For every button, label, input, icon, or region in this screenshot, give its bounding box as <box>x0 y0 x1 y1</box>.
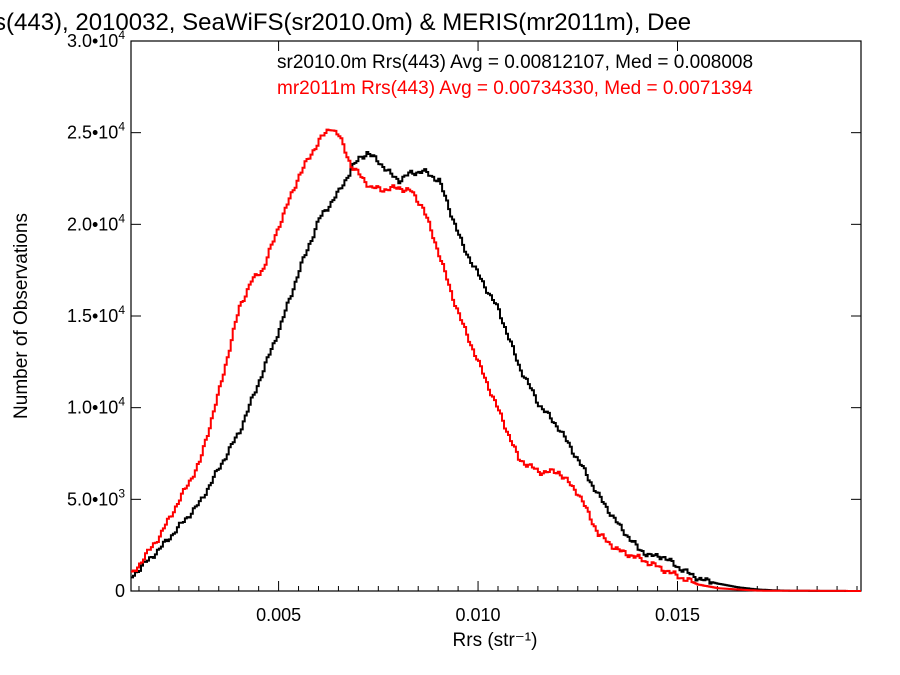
y-tick-label: 1.5•104 <box>67 303 125 326</box>
series-layer <box>131 128 861 592</box>
axis-ticks: 0.005 0.010 0.015 0 5.0•103 1.0•104 1.5•104 2.0… <box>67 28 861 625</box>
legend-entry-sr2010: sr2010.0m Rrs(443) Avg = 0.00812107, Med… <box>277 52 753 73</box>
y-tick-label: 1.0•104 <box>67 395 125 418</box>
y-tick-label: 2.5•104 <box>67 120 125 143</box>
x-axis-label: Rrs (str⁻¹) <box>453 630 538 651</box>
chart-title: s(443), 2010032, SeaWiFS(sr2010.0m) & ME… <box>0 9 691 36</box>
x-axis-label-text: Rrs (str⁻¹) <box>453 630 538 651</box>
plot-area-frame <box>130 40 862 592</box>
x-tick-label: 0.010 <box>456 605 501 625</box>
y-tick-label: 3.0•104 <box>67 28 125 51</box>
x-tick-label: 0.015 <box>655 605 700 625</box>
y-axis-label: Number of Observations <box>11 213 32 419</box>
series-line-1 <box>131 128 861 592</box>
y-tick-label: 2.0•104 <box>67 211 125 234</box>
y-tick-label: 5.0•103 <box>67 486 125 509</box>
y-tick-label: 0 <box>115 581 125 601</box>
x-tick-label: 0.005 <box>256 605 301 625</box>
legend-entry-mr2011: mr2011m Rrs(443) Avg = 0.00734330, Med =… <box>277 78 753 99</box>
series-line-0 <box>131 151 861 592</box>
